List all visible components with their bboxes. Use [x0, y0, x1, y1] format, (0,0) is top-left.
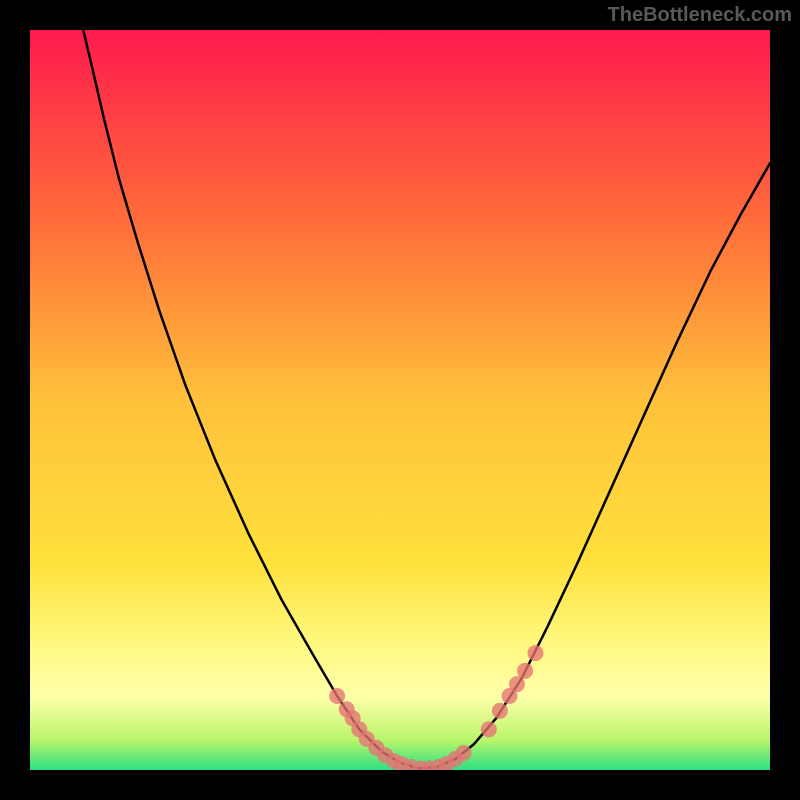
plot-area	[30, 30, 770, 770]
plot-background	[30, 30, 770, 770]
marker-dot	[456, 745, 472, 761]
marker-dot	[517, 663, 533, 679]
watermark-text: TheBottleneck.com	[608, 4, 792, 27]
marker-dot	[509, 676, 525, 692]
marker-dot	[492, 703, 508, 719]
marker-dot	[527, 645, 543, 661]
marker-dot	[329, 688, 345, 704]
chart-container: TheBottleneck.com	[0, 0, 800, 800]
bottleneck-chart-svg	[30, 30, 770, 770]
marker-dot	[481, 721, 497, 737]
